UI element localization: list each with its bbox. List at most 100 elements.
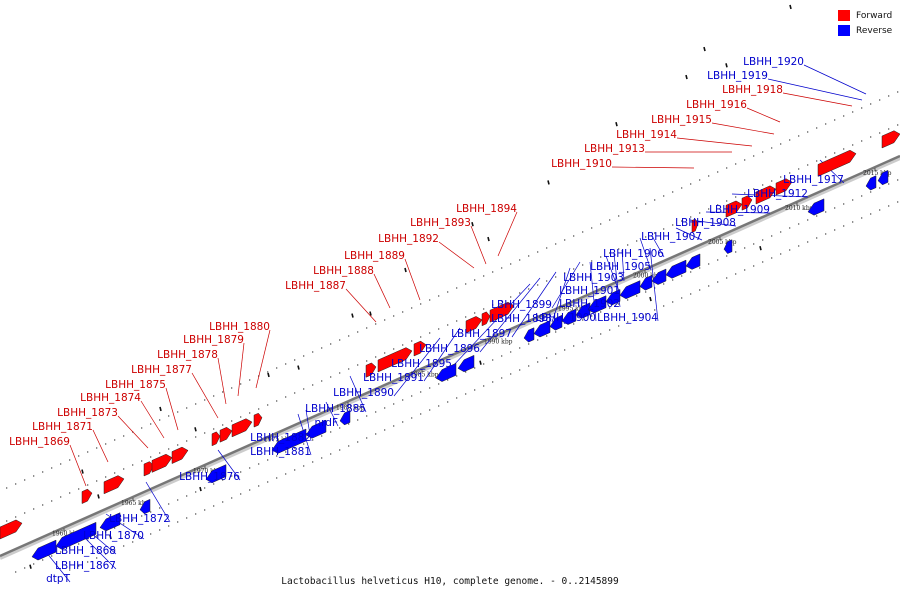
guide-dot	[420, 391, 422, 393]
guide-dot	[249, 467, 251, 469]
leader-line	[803, 64, 867, 95]
guide-dot	[177, 411, 179, 413]
guide-dot	[546, 280, 548, 282]
guide-dot	[609, 307, 611, 309]
leader-line	[451, 283, 531, 368]
guide-dot	[51, 500, 53, 502]
guide-dot	[204, 399, 206, 401]
leader-line	[621, 249, 625, 282]
guide-dot	[483, 308, 485, 310]
guide-dot	[708, 175, 710, 177]
guide-dot	[6, 520, 8, 522]
guide-dot	[186, 407, 188, 409]
leader-line	[551, 261, 581, 309]
guide-dot	[438, 328, 440, 330]
position-marker	[81, 469, 84, 474]
guide-dot	[294, 392, 296, 394]
gene-label: LBHH_1873	[57, 407, 118, 419]
gene-label: LBHH_1894	[456, 203, 517, 215]
forward-gene	[691, 218, 699, 233]
position-marker	[615, 122, 618, 127]
guide-dot	[69, 569, 71, 571]
guide-dot	[825, 156, 827, 158]
guide-dot	[456, 287, 458, 289]
forward-swatch	[838, 10, 850, 21]
forward-gene	[817, 149, 857, 177]
leader-line	[349, 375, 367, 413]
reverse-gene	[723, 239, 733, 254]
guide-dot	[825, 123, 827, 125]
position-marker	[547, 180, 550, 185]
guide-dot	[51, 467, 53, 469]
guide-dot	[132, 519, 134, 521]
guide-dot	[681, 297, 683, 299]
guide-dot	[186, 440, 188, 442]
guide-dot	[294, 359, 296, 361]
leader-line	[782, 92, 853, 107]
guide-dot	[843, 225, 845, 227]
guide-dot	[780, 231, 782, 233]
guide-dot	[384, 429, 386, 431]
guide-dot	[375, 411, 377, 413]
forward-gene	[741, 195, 753, 211]
guide-dot	[132, 541, 134, 543]
guide-dot	[285, 363, 287, 365]
guide-dot	[600, 311, 602, 313]
guide-dot	[798, 135, 800, 137]
leader-line	[217, 357, 227, 405]
leader-line	[69, 444, 87, 487]
guide-dot	[807, 241, 809, 243]
guide-dot	[348, 335, 350, 337]
guide-dot	[87, 451, 89, 453]
guide-dot	[159, 529, 161, 531]
forward-gene	[81, 488, 93, 504]
reverse-gene	[865, 175, 877, 191]
guide-dot	[123, 523, 125, 525]
guide-dot	[618, 325, 620, 327]
leader-line	[345, 288, 377, 323]
legend-reverse-label: Reverse	[856, 25, 893, 36]
guide-dot	[771, 180, 773, 182]
gene-label: LBHH_1872	[109, 513, 170, 525]
leader-line	[611, 166, 695, 169]
gene-label: LBHH_1903	[563, 272, 624, 284]
guide-dot	[402, 399, 404, 401]
guide-dot	[114, 549, 116, 551]
guide-dot	[888, 128, 890, 130]
guide-dot	[537, 339, 539, 341]
guide-dot	[429, 332, 431, 334]
guide-dot	[60, 551, 62, 553]
guide-dot	[465, 283, 467, 285]
dotted-guides	[6, 91, 899, 573]
guide-dot	[870, 213, 872, 215]
guide-dot	[15, 516, 17, 518]
guide-dot	[816, 127, 818, 129]
guide-dot	[447, 324, 449, 326]
guide-dot	[897, 124, 899, 126]
guide-dot	[789, 139, 791, 141]
guide-dot	[258, 408, 260, 410]
guide-dot	[69, 492, 71, 494]
guide-dot	[33, 563, 35, 565]
guide-dot	[807, 164, 809, 166]
guide-dot	[870, 136, 872, 138]
guide-dot	[771, 257, 773, 259]
guide-dot	[456, 397, 458, 399]
guide-dot	[735, 273, 737, 275]
gene-label: LBHH_1902	[559, 298, 620, 310]
guide-dot	[231, 475, 233, 477]
position-marker	[479, 360, 482, 365]
reverse-gene	[205, 464, 227, 484]
guide-dot	[321, 380, 323, 382]
guide-dot	[303, 355, 305, 357]
guide-dot	[672, 191, 674, 193]
legend-reverse: Reverse	[838, 23, 892, 38]
guide-dot	[483, 385, 485, 387]
guide-dot	[393, 348, 395, 350]
guide-dot	[96, 480, 98, 482]
guide-dot	[870, 103, 872, 105]
guide-dot	[105, 553, 107, 555]
guide-dot	[258, 463, 260, 465]
guide-dot	[222, 479, 224, 481]
